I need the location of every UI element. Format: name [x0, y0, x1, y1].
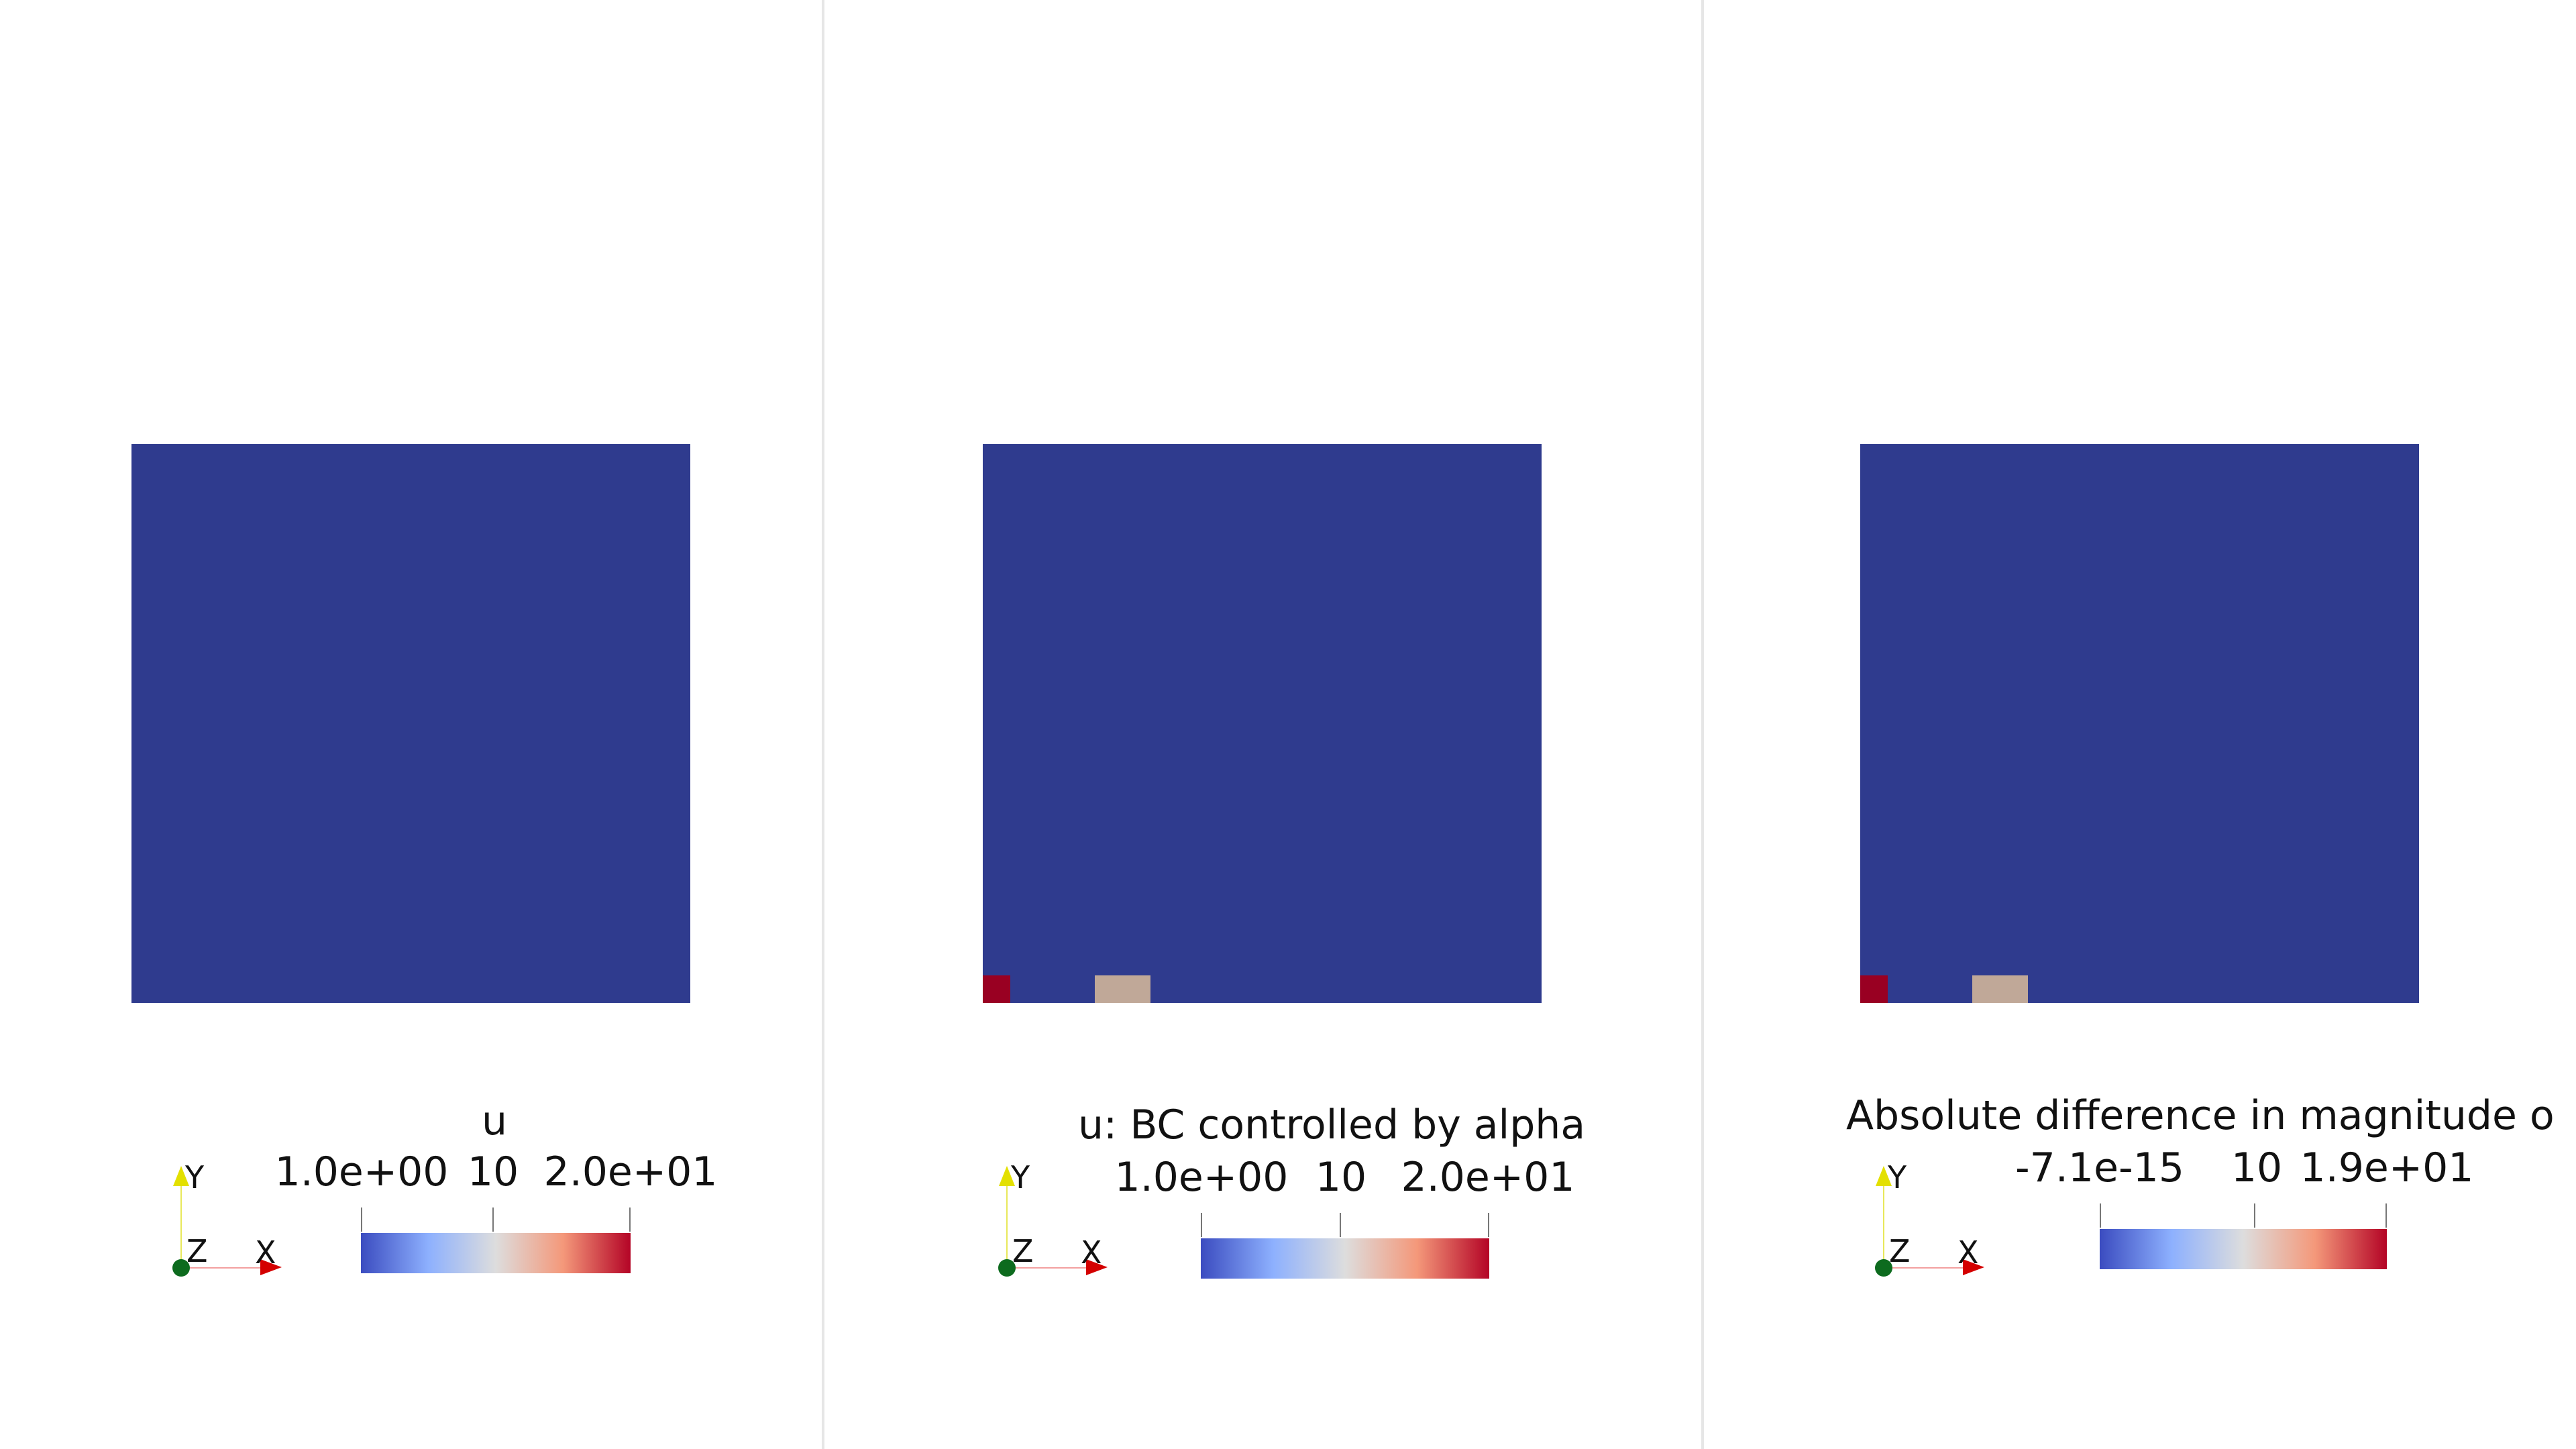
origin-sphere-icon: [1875, 1259, 1892, 1277]
axis-x-label: X: [1957, 1234, 1979, 1271]
render-view-2[interactable]: u: BC controlled by alpha 1.0e+00 10 2.0…: [824, 0, 1701, 1449]
axis-y-label: Y: [1011, 1159, 1030, 1195]
render-view-1[interactable]: u 1.0e+00 10 2.0e+01 Y Z X: [0, 0, 822, 1449]
mesh-domain[interactable]: [131, 444, 690, 1003]
scalar-bar-min-label: 1.0e+00: [1114, 1154, 1289, 1201]
orientation-axes: Y Z X: [1869, 1161, 2003, 1295]
scalar-bar-title: Absolute difference in magnitude o: [1846, 1092, 2555, 1139]
y-axis-cone-icon: [1876, 1166, 1892, 1186]
scalar-bar-min-label: -7.1e-15: [2015, 1144, 2184, 1191]
boundary-cell-mid: [1972, 975, 2028, 1003]
scalar-bar-mid-label: 10: [2231, 1144, 2283, 1191]
render-view-3[interactable]: Absolute difference in magnitude o -7.1e…: [1704, 0, 2576, 1449]
axis-y-label: Y: [185, 1159, 205, 1195]
axis-y-label: Y: [1888, 1159, 1907, 1195]
x-axis-cone-icon: [1963, 1259, 1984, 1275]
scalar-bar-tick: [492, 1208, 494, 1232]
boundary-cell-high: [983, 975, 1010, 1003]
scalar-bar-tick: [1488, 1213, 1489, 1237]
scalar-bar-tick: [1201, 1213, 1202, 1237]
axis-z-label: Z: [186, 1233, 208, 1269]
mesh-domain[interactable]: [1860, 444, 2419, 1003]
origin-sphere-icon: [172, 1259, 190, 1277]
scalar-bar-tick: [1340, 1213, 1341, 1237]
scalar-bar-gradient[interactable]: [361, 1233, 631, 1273]
scalar-bar-tick: [2254, 1203, 2255, 1228]
y-axis-cone-icon: [173, 1166, 189, 1186]
origin-sphere-icon: [998, 1259, 1016, 1277]
scalar-bar-mid-label: 10: [467, 1148, 519, 1195]
scalar-bar-tick: [361, 1208, 362, 1232]
x-axis-cone-icon: [260, 1259, 282, 1275]
scalar-bar-tick: [2385, 1203, 2387, 1228]
viewport-divider[interactable]: [1701, 0, 1704, 1449]
boundary-cell-mid: [1095, 975, 1150, 1003]
scalar-bar-max-label: 2.0e+01: [1401, 1154, 1575, 1201]
viewport-divider[interactable]: [822, 0, 824, 1449]
scalar-bar-mid-label: 10: [1315, 1154, 1367, 1201]
y-axis-cone-icon: [999, 1166, 1015, 1186]
scalar-bar-gradient[interactable]: [2100, 1229, 2387, 1269]
scalar-bar-title: u: [482, 1097, 508, 1144]
mesh-domain[interactable]: [983, 444, 1542, 1003]
scalar-bar-min-label: 1.0e+00: [274, 1148, 449, 1195]
scalar-bar-max-label: 1.9e+01: [2300, 1144, 2474, 1191]
scalar-bar-max-label: 2.0e+01: [543, 1148, 718, 1195]
scalar-bar-title: u: BC controlled by alpha: [1078, 1102, 1586, 1148]
axis-x-label: X: [255, 1234, 276, 1271]
axis-z-label: Z: [1889, 1233, 1911, 1269]
orientation-axes: Y Z X: [992, 1161, 1126, 1295]
scalar-bar-gradient[interactable]: [1201, 1238, 1489, 1279]
axis-z-label: Z: [1012, 1233, 1034, 1269]
orientation-axes: Y Z X: [166, 1161, 301, 1295]
scalar-bar-tick: [629, 1208, 631, 1232]
x-axis-cone-icon: [1086, 1259, 1108, 1275]
axis-x-label: X: [1081, 1234, 1102, 1271]
boundary-cell-high: [1860, 975, 1888, 1003]
scalar-bar-tick: [2100, 1203, 2101, 1228]
